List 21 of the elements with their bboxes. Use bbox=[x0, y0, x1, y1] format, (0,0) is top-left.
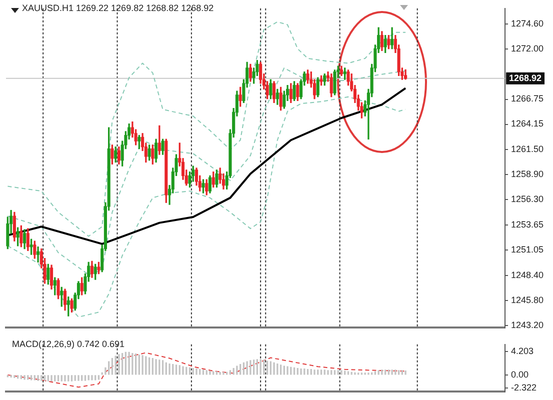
y-tick-label: 1253.65 bbox=[511, 220, 544, 230]
line-series bbox=[7, 352, 406, 388]
y-tick-label: 1243.20 bbox=[511, 320, 544, 330]
line-series bbox=[7, 21, 406, 237]
y-tick-label: 1264.15 bbox=[511, 118, 544, 129]
y-tick-label: 1251.05 bbox=[511, 244, 544, 255]
line-series bbox=[7, 68, 406, 276]
y-tick-label: 1256.30 bbox=[511, 194, 544, 204]
y-tick-label: 0.00 bbox=[511, 369, 529, 380]
y-tick-label: 1258.90 bbox=[511, 169, 544, 180]
y-tick-label: 4.203 bbox=[511, 346, 534, 356]
y-tick-label: 1261.50 bbox=[511, 144, 544, 154]
y-tick-label: 1266.75 bbox=[511, 94, 544, 104]
y-tick-label: 1274.60 bbox=[511, 18, 544, 28]
y-tick-label: 1248.40 bbox=[511, 270, 544, 280]
y-tick-label: -2.322 bbox=[511, 382, 537, 392]
chart-title: XAUUSD.H1 1269.22 1269.82 1268.82 1268.92 bbox=[22, 3, 214, 13]
y-tick-label: 1245.80 bbox=[511, 295, 544, 306]
ref-line-label: 1268.92 bbox=[509, 72, 542, 83]
chart-title: MACD(12,26,9) 0.742 0.691 bbox=[12, 339, 125, 349]
y-tick-label: 1272.00 bbox=[511, 43, 544, 54]
